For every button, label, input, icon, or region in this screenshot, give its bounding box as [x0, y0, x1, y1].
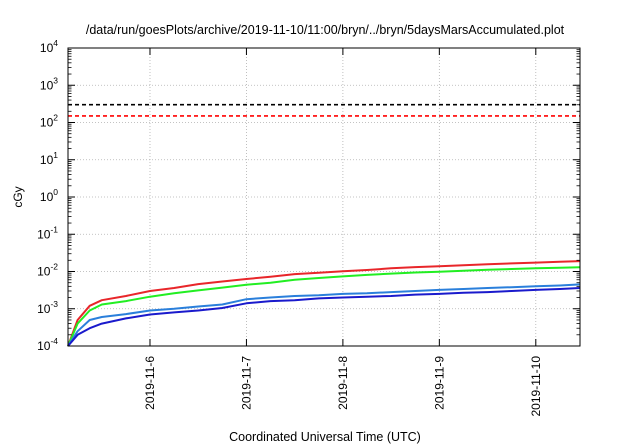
reference-lines [68, 103, 580, 117]
x-tick-label: 2019-11-6 [143, 356, 157, 410]
y-tick-label: 10-4 [37, 336, 58, 353]
series-line [67, 283, 581, 347]
series-line [67, 260, 581, 347]
x-tick-label: 2019-11-9 [432, 356, 446, 410]
y-tick-label: 104 [40, 38, 58, 55]
y-axis-label: cGy [11, 186, 25, 207]
series-lines [67, 260, 581, 347]
y-tick-label: 103 [40, 75, 58, 92]
y-tick-label: 10-2 [37, 262, 58, 279]
x-tick-label: 2019-11-8 [336, 356, 350, 410]
y-tick-label: 10-3 [37, 299, 58, 316]
y-tick-label: 100 [40, 187, 58, 204]
grid-lines [68, 48, 580, 346]
y-tick-label: 102 [40, 113, 58, 130]
series-line [67, 287, 581, 347]
series-line [67, 266, 581, 347]
y-tick-label: 101 [40, 150, 58, 167]
y-tick-label: 10-1 [37, 224, 58, 241]
y-axis-ticks: 10-4 10-3 10-2 10-1 100 101 102 103 104 [37, 38, 580, 353]
x-axis-label: Coordinated Universal Time (UTC) [229, 430, 421, 444]
x-tick-label: 2019-11-10 [529, 356, 543, 417]
chart-title: /data/run/goesPlots/archive/2019-11-10/1… [86, 23, 565, 37]
x-axis-ticks: 2019-11-6 2019-11-7 2019-11-8 2019-11-9 2019… [143, 48, 543, 417]
x-tick-label: 2019-11-7 [239, 356, 253, 410]
